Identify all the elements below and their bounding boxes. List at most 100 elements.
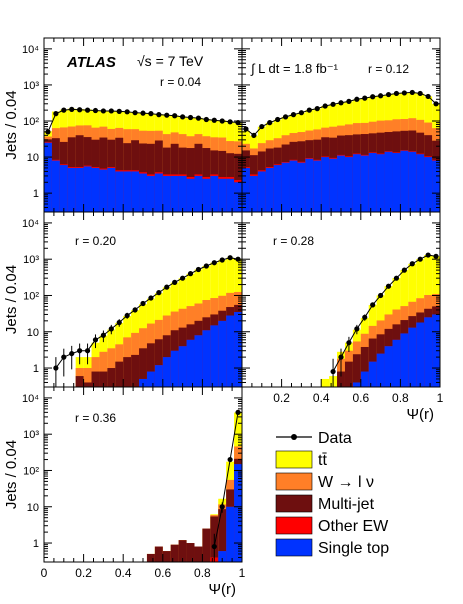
bar-singletop (432, 160, 440, 212)
data-point (330, 368, 336, 375)
legend-label-data: Data (318, 430, 352, 447)
bar-tt (321, 378, 330, 387)
bar-singletop (202, 330, 211, 387)
data-point (108, 108, 114, 114)
panel-annotation: r = 0.04 (160, 75, 201, 89)
bar-singletop (146, 175, 155, 212)
data-point (172, 113, 178, 119)
stack-bars (146, 409, 242, 562)
energy-label: √s = 7 TeV (137, 53, 204, 69)
bar-singletop (162, 357, 171, 387)
bar-singletop (107, 167, 116, 212)
bar-singletop (146, 371, 155, 387)
bar-singletop (305, 158, 314, 212)
legend-swatch-wlnu (275, 472, 313, 491)
data-point (92, 107, 99, 114)
bar-wl (99, 351, 108, 387)
bar-singletop (210, 175, 219, 212)
bar-multijet (186, 543, 195, 562)
data-point (84, 107, 91, 113)
data-point (227, 456, 233, 463)
bar-singletop (123, 171, 132, 212)
data-point (156, 112, 162, 118)
data-point (84, 348, 91, 354)
bar-singletop (321, 157, 330, 212)
bar-multijet (139, 348, 147, 387)
y-tick-label: 10³ (23, 254, 39, 266)
panel-annotation: r = 0.36 (75, 411, 116, 425)
x-axis-label: Ψ(r) (208, 581, 236, 598)
data-point (195, 266, 202, 273)
data-point (77, 348, 83, 354)
x-tick-label: 0 (41, 566, 48, 580)
bar-multijet (107, 368, 116, 387)
bar-multijet (146, 553, 155, 562)
x-axis-label: Ψ(r) (406, 406, 434, 423)
data-point (385, 283, 392, 289)
panel-r-0-04: 1 10 10² 10³ 10⁴ Jets / 0.04 r = 0.04 (3, 37, 243, 213)
bar-singletop (368, 152, 377, 212)
x-tick-label: 0.2 (75, 566, 92, 580)
data-point (401, 267, 407, 273)
bar-singletop (344, 157, 353, 212)
bar-singletop (368, 361, 377, 387)
data-point (378, 93, 384, 99)
data-point (132, 110, 138, 116)
data-point (385, 91, 392, 98)
bar-singletop (91, 167, 100, 212)
bar-multijet (360, 346, 369, 387)
data-point (140, 300, 146, 307)
data-point (314, 106, 320, 112)
x-tick-label: 0.6 (352, 391, 369, 405)
data-point (346, 340, 352, 346)
data-point (164, 284, 170, 290)
bar-singletop (392, 152, 401, 212)
data-point (298, 110, 304, 116)
atlas-label: ATLAS (66, 54, 116, 71)
data-point (282, 114, 289, 120)
bar-singletop (297, 162, 306, 212)
bar-multijet (352, 354, 361, 387)
bar-singletop (242, 167, 250, 212)
data-point (393, 90, 400, 97)
data-point (219, 504, 225, 510)
y-axis-label: Jets / 0.04 (3, 440, 20, 509)
data-point (211, 543, 217, 550)
bar-singletop (218, 551, 227, 562)
data-point (251, 132, 257, 138)
panel-r-0-12: r = 0.12 (241, 37, 441, 213)
bar-singletop (289, 160, 298, 212)
bar-singletop (226, 178, 235, 212)
data-point (227, 255, 233, 261)
bar-singletop (234, 182, 242, 212)
data-point (203, 116, 209, 123)
panel-r-0-28: r = 0.28 (241, 211, 441, 388)
y-tick-label: 1 (33, 363, 39, 375)
bar-singletop (257, 171, 266, 212)
data-point (362, 314, 368, 320)
bar-singletop (51, 160, 60, 212)
bar-singletop (329, 158, 338, 212)
data-point (156, 290, 162, 296)
data-point (306, 107, 312, 113)
bar-singletop (376, 154, 385, 212)
bar-singletop (249, 175, 258, 212)
y-tick-label: 10⁴ (22, 44, 39, 56)
data-line (213, 412, 239, 547)
data-point (393, 275, 400, 281)
y-tick-label: 10² (23, 465, 39, 477)
y-tick-label: 10³ (23, 429, 39, 441)
bar-singletop (313, 160, 322, 212)
stack-bars (321, 252, 440, 387)
legend-label-wlnu: W → l ν (318, 474, 374, 491)
bar-singletop (83, 166, 92, 212)
x-tick-label: 0.8 (194, 566, 211, 580)
bar-singletop (210, 325, 219, 387)
data-point (290, 112, 297, 118)
data-point (211, 117, 217, 123)
y-tick-label: 10² (23, 290, 39, 302)
data-point (417, 90, 423, 97)
bar-multijet (115, 361, 124, 387)
bar-singletop (44, 142, 52, 212)
legend-swatch-singletop (275, 538, 313, 557)
